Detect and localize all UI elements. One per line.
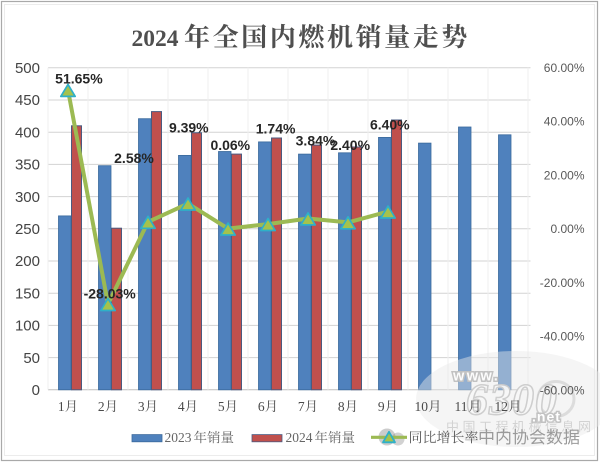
svg-text:50: 50 bbox=[23, 350, 40, 367]
svg-text:2: 2 bbox=[98, 399, 105, 414]
svg-text:2.58%: 2.58% bbox=[114, 150, 154, 166]
svg-text:www.: www. bbox=[452, 369, 500, 385]
svg-text:9: 9 bbox=[378, 399, 385, 414]
svg-text:4: 4 bbox=[178, 399, 185, 414]
svg-text:-28.03%: -28.03% bbox=[84, 286, 137, 302]
svg-text:5: 5 bbox=[218, 399, 225, 414]
svg-text:250: 250 bbox=[15, 221, 40, 238]
svg-text:2.40%: 2.40% bbox=[330, 137, 370, 153]
svg-text:450: 450 bbox=[15, 92, 40, 109]
svg-text:.net: .net bbox=[532, 409, 561, 425]
svg-text:-40.00%: -40.00% bbox=[540, 330, 585, 344]
svg-text:2024: 2024 bbox=[132, 26, 179, 52]
svg-text:.net: .net bbox=[532, 409, 561, 425]
svg-text:400: 400 bbox=[15, 124, 40, 141]
svg-text:60.00%: 60.00% bbox=[544, 61, 585, 75]
svg-text:1: 1 bbox=[58, 399, 65, 414]
svg-text:20.00%: 20.00% bbox=[544, 168, 585, 182]
svg-text:51.65%: 51.65% bbox=[55, 71, 103, 87]
svg-text:6: 6 bbox=[258, 399, 265, 414]
svg-text:2024: 2024 bbox=[286, 430, 313, 445]
svg-text:40.00%: 40.00% bbox=[544, 115, 585, 129]
svg-text:9.39%: 9.39% bbox=[169, 120, 209, 136]
svg-text:150: 150 bbox=[15, 285, 40, 302]
svg-text:6.40%: 6.40% bbox=[370, 116, 410, 132]
svg-text:3.84%: 3.84% bbox=[296, 133, 336, 149]
svg-text:1.74%: 1.74% bbox=[256, 120, 296, 136]
svg-text:200: 200 bbox=[15, 253, 40, 270]
svg-text:12: 12 bbox=[495, 399, 509, 414]
svg-text:0.06%: 0.06% bbox=[210, 137, 250, 153]
svg-text:7: 7 bbox=[298, 399, 305, 414]
svg-text:0: 0 bbox=[32, 382, 40, 399]
svg-text:2023: 2023 bbox=[165, 430, 192, 445]
svg-text:10: 10 bbox=[415, 399, 429, 414]
svg-text:11: 11 bbox=[455, 399, 468, 414]
svg-text:6300: 6300 bbox=[466, 375, 558, 424]
svg-text:8: 8 bbox=[338, 399, 345, 414]
svg-text:www.: www. bbox=[452, 369, 500, 385]
svg-text:0.00%: 0.00% bbox=[550, 222, 584, 236]
svg-text:300: 300 bbox=[15, 189, 40, 206]
svg-text:3: 3 bbox=[138, 399, 145, 414]
svg-text:-20.00%: -20.00% bbox=[540, 276, 585, 290]
svg-text:100: 100 bbox=[15, 318, 40, 335]
svg-text:350: 350 bbox=[15, 157, 40, 174]
svg-text:-60.00%: -60.00% bbox=[540, 383, 585, 397]
svg-text:500: 500 bbox=[15, 60, 40, 77]
